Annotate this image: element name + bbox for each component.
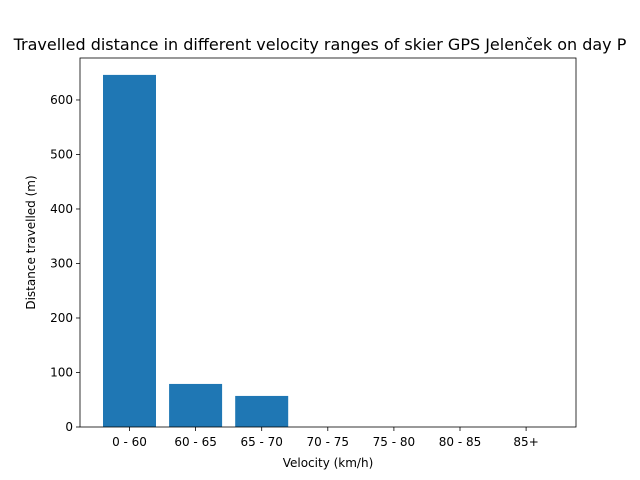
bar (103, 74, 156, 428)
y-tick-label: 0 (65, 420, 73, 434)
x-tick-label: 60 - 65 (174, 435, 217, 449)
y-tick-label: 100 (50, 365, 73, 379)
y-axis-ticks: 0 100 200 300 400 500 600 (50, 93, 80, 434)
x-tick-label: 80 - 85 (439, 435, 482, 449)
bar (169, 383, 223, 427)
y-tick-label: 600 (50, 93, 73, 107)
chart-title: Travelled distance in different velocity… (13, 35, 627, 54)
y-tick-label: 300 (50, 256, 73, 270)
y-tick-label: 500 (50, 147, 73, 161)
y-tick-label: 400 (50, 202, 73, 216)
y-tick-label: 200 (50, 311, 73, 325)
x-tick-label: 65 - 70 (240, 435, 283, 449)
x-tick-label: 70 - 75 (307, 435, 350, 449)
y-axis-label: Distance travelled (m) (24, 175, 38, 309)
x-tick-label: 0 - 60 (112, 435, 147, 449)
x-axis-label: Velocity (km/h) (283, 456, 374, 470)
bars (103, 74, 289, 428)
plot-frame (79, 57, 577, 428)
x-axis-ticks: 0 - 60 60 - 65 65 - 70 70 - 75 75 - 80 80 - 8… (112, 427, 539, 449)
bar (235, 395, 289, 427)
x-tick-label: 75 - 80 (373, 435, 416, 449)
x-tick-label: 85+ (513, 435, 538, 449)
